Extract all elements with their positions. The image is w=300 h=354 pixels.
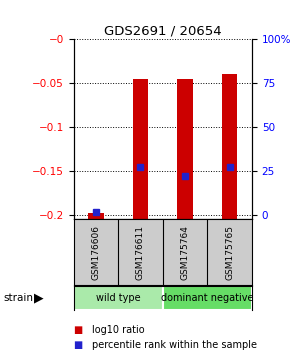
Text: log10 ratio: log10 ratio	[92, 325, 144, 335]
Bar	[88, 213, 103, 219]
Text: strain: strain	[3, 293, 33, 303]
Text: GSM176611: GSM176611	[136, 225, 145, 280]
Text: ■: ■	[74, 325, 83, 335]
Text: wild type: wild type	[96, 293, 140, 303]
Text: ■: ■	[74, 340, 83, 350]
Text: GSM176606: GSM176606	[91, 225, 100, 280]
Title: GDS2691 / 20654: GDS2691 / 20654	[104, 25, 222, 38]
Bar	[74, 286, 163, 310]
Text: percentile rank within the sample: percentile rank within the sample	[92, 340, 256, 350]
Text: ▶: ▶	[34, 291, 44, 304]
Text: GSM175765: GSM175765	[225, 225, 234, 280]
Text: dominant negative: dominant negative	[161, 293, 254, 303]
Bar	[163, 286, 252, 310]
Text: GSM175764: GSM175764	[181, 225, 190, 280]
Bar	[133, 79, 148, 219]
Bar	[222, 74, 238, 219]
Bar	[177, 79, 193, 219]
